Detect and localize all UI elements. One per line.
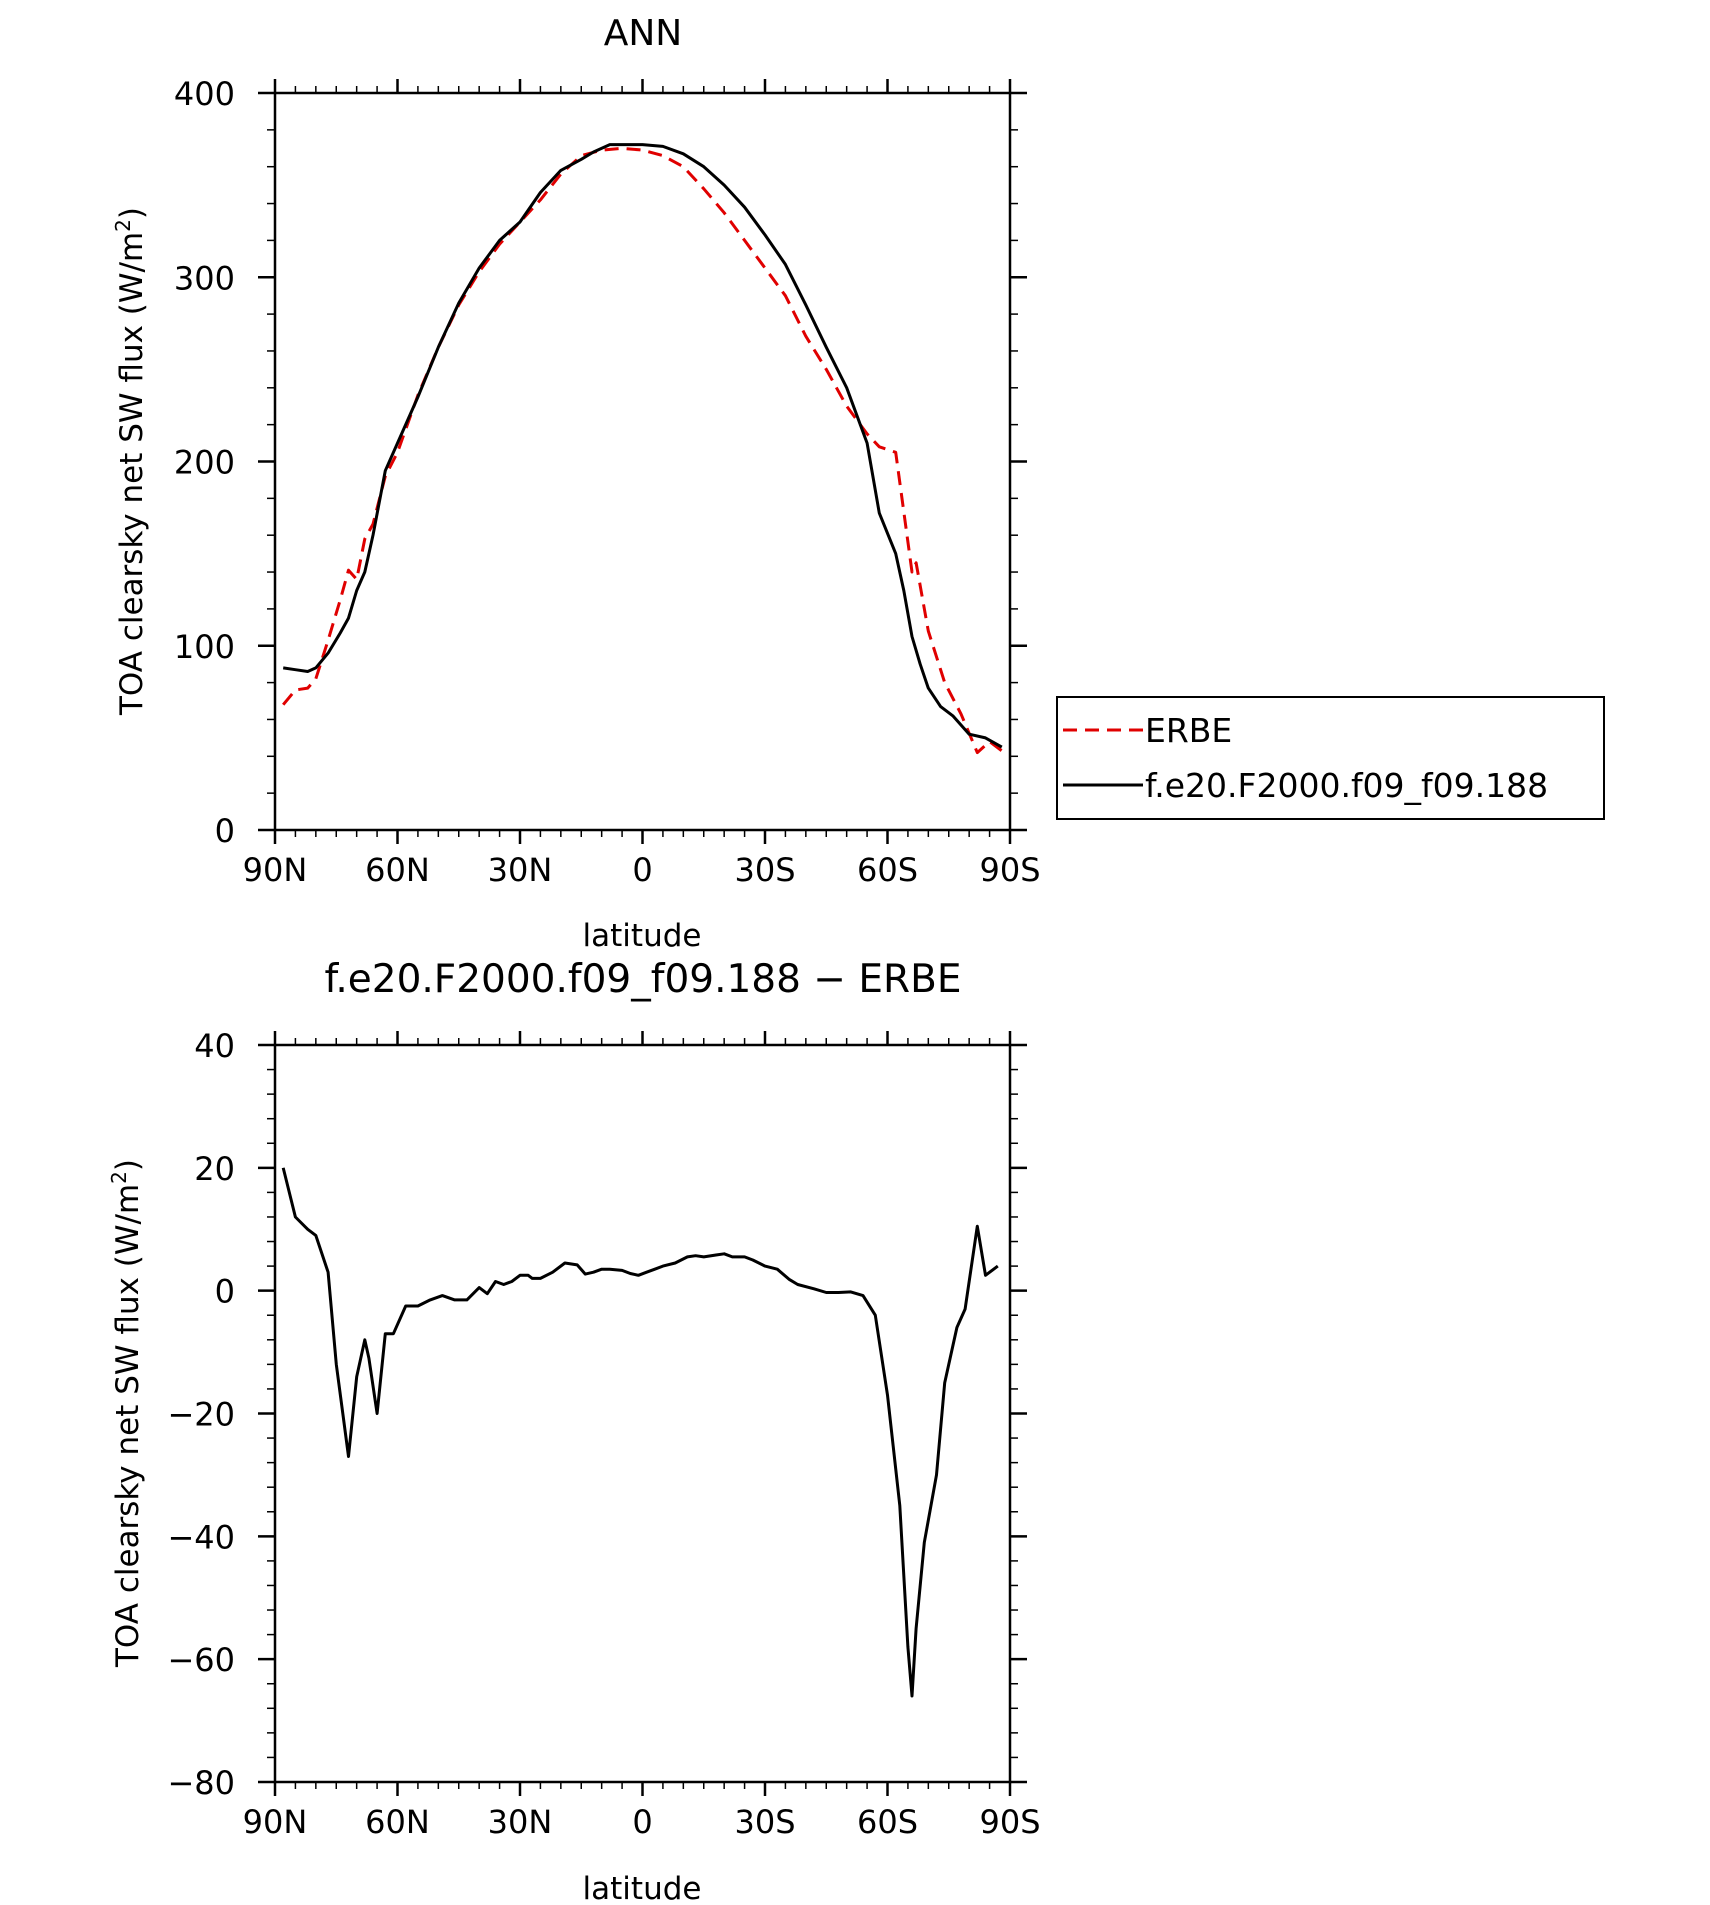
panel1-y-tick-label: 0 [215,812,235,850]
panel1-series [282,143,1003,755]
annual-panel: ANN 90N 60N 30N 0 30S 60S 90S 0 100 200 300 400 lat… [111,13,1605,954]
panel1-x-tick-label: 30S [734,851,795,889]
legend: ERBE f.e20.F2000.f09_f09.188 [1056,696,1605,820]
legend-box [1056,696,1605,820]
panel2-y-tick-label: 0 [215,1273,235,1311]
panel2-y-tick-label: −40 [167,1518,235,1556]
panel1-tick-labels: 90N 60N 30N 0 30S 60S 90S 0 100 200 300 400 [174,75,1041,889]
panel2-x-tick-label: 90N [243,1803,308,1841]
panel2-y-axis-label: TOA clearsky net SW flux (W/m2) [107,1159,146,1668]
panel1-x-tick-label: 60N [365,851,430,889]
panel2-series-line-model [281,1167,999,1698]
panel2-y-tick-label: −80 [167,1764,235,1802]
difference-panel: f.e20.F2000.f09_f09.188 − ERBE 90N 60N 30N… [107,957,1041,1905]
panel1-series-line-model [282,143,1003,749]
panel1-y-tick-label: 200 [174,444,235,482]
panel1-x-tick-label: 30N [488,851,553,889]
panel2-ticks [258,1031,1027,1796]
panel1-y-tick-label: 400 [174,75,235,113]
panel2-plot-frame [273,1043,1012,1784]
panel2-x-tick-label: 0 [632,1803,652,1841]
panel1-x-tick-label: 90S [979,851,1040,889]
panel2-x-tick-label: 30N [488,1803,553,1841]
panel2-tick-labels: 90N 60N 30N 0 30S 60S 90S −80 −60 −40 −20 0 20 40 [167,1027,1040,1841]
panel2-y-tick-label: 40 [194,1027,235,1065]
panel1-title: ANN [604,13,683,54]
panel2-series [281,1167,999,1698]
panel2-x-axis-label: latitude [583,1871,702,1905]
panel1-y-tick-label: 300 [174,259,235,297]
panel2-x-tick-label: 90S [979,1803,1040,1841]
panel2-y-tick-label: −60 [167,1641,235,1679]
legend-entry-model: f.e20.F2000.f09_f09.188 [1063,766,1548,805]
panel1-series-line-erbe [282,146,1003,755]
legend-entry-erbe: ERBE [1063,711,1232,750]
panel1-ticks [258,79,1027,844]
panel1-x-tick-label: 90N [243,851,308,889]
panel1-x-tick-label: 0 [632,851,652,889]
panel2-x-tick-label: 60S [857,1803,918,1841]
panel2-title: f.e20.F2000.f09_f09.188 − ERBE [324,957,961,1002]
panel2-y-tick-label: 20 [194,1150,235,1188]
panel2-y-tick-label: −20 [167,1396,235,1434]
panel1-plot-frame [273,91,1012,832]
panel1-x-tick-label: 60S [857,851,918,889]
panel1-y-tick-label: 100 [174,628,235,666]
legend-label-model: f.e20.F2000.f09_f09.188 [1145,766,1548,805]
panel2-x-tick-label: 60N [365,1803,430,1841]
panel1-x-axis-label: latitude [583,918,702,954]
panel1-y-axis-label: TOA clearsky net SW flux (W/m2) [111,207,150,716]
panel2-x-tick-label: 30S [734,1803,795,1841]
legend-label-erbe: ERBE [1145,711,1232,750]
